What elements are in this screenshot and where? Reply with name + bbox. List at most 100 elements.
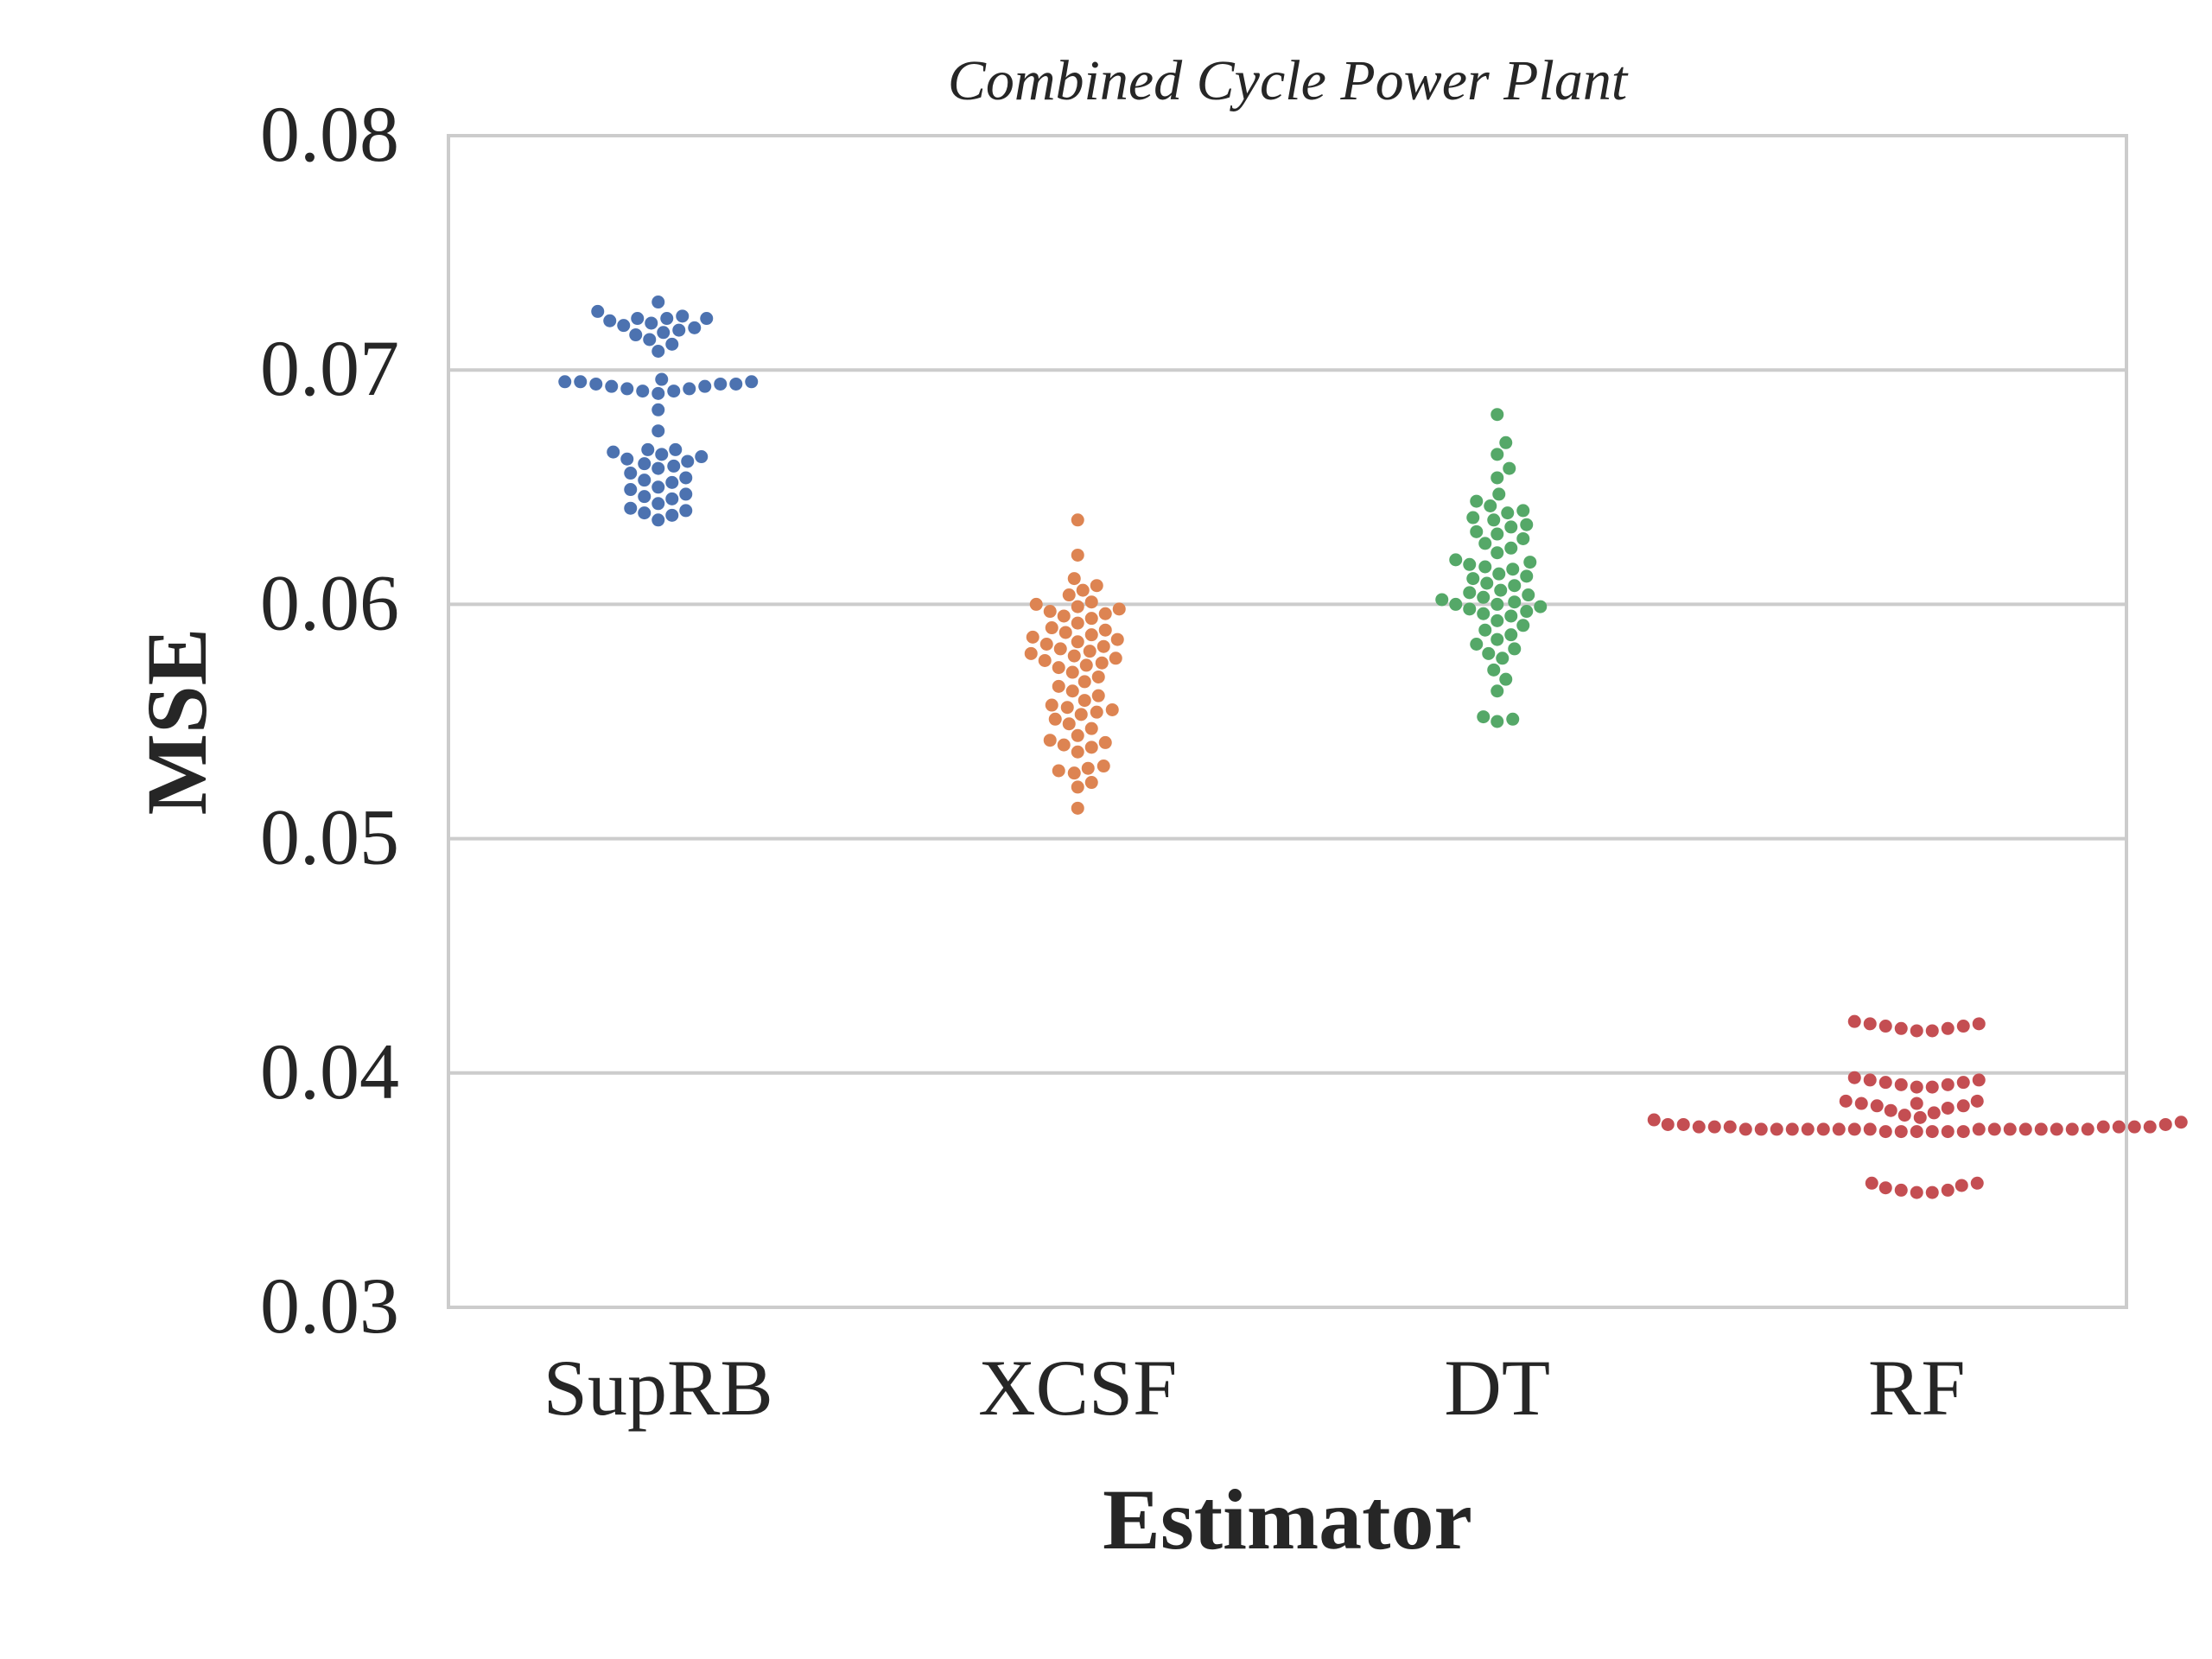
point-rf: [1863, 1073, 1877, 1087]
point-xcsf: [1112, 602, 1126, 616]
point-xcsf: [1084, 776, 1098, 790]
point-xcsf: [1062, 717, 1076, 731]
point-rf: [1956, 1020, 1970, 1033]
point-dt: [1506, 563, 1520, 576]
point-xcsf: [1081, 761, 1095, 775]
point-suprb: [672, 323, 686, 337]
point-suprb: [679, 504, 693, 518]
point-dt: [1504, 520, 1518, 534]
point-dt: [1520, 518, 1534, 531]
point-rf: [2050, 1122, 2063, 1136]
point-suprb: [745, 375, 759, 389]
point-xcsf: [1096, 639, 1110, 653]
point-xcsf: [1071, 513, 1084, 527]
point-xcsf: [1098, 735, 1112, 749]
point-xcsf: [1084, 628, 1098, 642]
point-xcsf: [1045, 621, 1058, 635]
point-suprb: [617, 319, 631, 333]
point-suprb: [624, 501, 638, 515]
y-tick-label: 0.08: [260, 90, 399, 178]
point-dt: [1492, 567, 1506, 581]
point-dt: [1491, 527, 1504, 541]
y-tick-label: 0.06: [260, 558, 399, 646]
point-dt: [1466, 511, 1480, 524]
point-dt: [1516, 531, 1530, 545]
point-xcsf: [1067, 572, 1081, 586]
point-rf: [1878, 1125, 1892, 1139]
y-tick-label: 0.04: [260, 1027, 399, 1116]
point-xcsf: [1043, 734, 1057, 747]
point-rf: [1972, 1122, 1986, 1136]
point-rf: [1972, 1073, 1986, 1087]
point-dt: [1478, 537, 1492, 550]
point-suprb: [629, 328, 643, 342]
point-suprb: [641, 442, 655, 456]
point-suprb: [652, 497, 665, 511]
point-suprb: [638, 474, 652, 487]
point-rf: [1676, 1117, 1690, 1131]
point-dt: [1506, 712, 1520, 726]
point-rf: [2112, 1120, 2126, 1134]
point-suprb: [645, 316, 658, 330]
point-rf: [1925, 1080, 1939, 1094]
point-dt: [1504, 628, 1518, 642]
point-rf: [1941, 1077, 1955, 1091]
point-dt: [1449, 597, 1463, 611]
point-suprb: [665, 337, 679, 351]
point-dt: [1463, 557, 1477, 571]
point-rf: [1925, 1185, 1939, 1199]
point-suprb: [679, 471, 693, 485]
x-tick-labels: SupRB XCSF DT RF: [543, 1344, 1966, 1432]
point-xcsf: [1038, 653, 1052, 667]
point-dt: [1466, 572, 1480, 586]
point-rf: [1927, 1106, 1941, 1120]
point-rf: [1925, 1125, 1939, 1139]
point-dt: [1491, 448, 1504, 461]
point-rf: [1863, 1122, 1877, 1136]
point-dt: [1504, 541, 1518, 555]
point-suprb: [607, 445, 620, 459]
point-rf: [2096, 1120, 2110, 1134]
point-xcsf: [1091, 670, 1105, 683]
point-rf: [1910, 1096, 1923, 1110]
point-rf: [2081, 1122, 2094, 1136]
point-suprb: [605, 379, 619, 393]
point-rf: [2065, 1122, 2079, 1136]
point-suprb: [636, 385, 650, 398]
point-dt: [1487, 513, 1501, 527]
point-rf: [1878, 1020, 1892, 1033]
point-dt: [1482, 646, 1496, 660]
point-rf: [2034, 1122, 2048, 1136]
swarm-points: [558, 296, 2188, 1199]
point-rf: [2174, 1116, 2188, 1129]
point-suprb: [620, 382, 634, 396]
point-rf: [1941, 1021, 1955, 1035]
point-suprb: [683, 382, 696, 396]
point-rf: [1910, 1080, 1923, 1094]
point-dt: [1480, 576, 1494, 590]
point-xcsf: [1109, 652, 1122, 665]
point-suprb: [603, 314, 617, 327]
point-suprb: [657, 326, 671, 340]
point-dt: [1463, 586, 1477, 600]
point-dt: [1478, 560, 1492, 574]
point-xcsf: [1095, 656, 1109, 670]
point-suprb: [688, 321, 702, 334]
point-dt: [1516, 504, 1530, 518]
point-dt: [1470, 494, 1484, 508]
point-rf: [1847, 1071, 1861, 1084]
point-dt: [1534, 600, 1548, 613]
point-suprb: [652, 345, 665, 359]
point-rf: [1647, 1113, 1661, 1127]
point-dt: [1477, 607, 1491, 620]
point-dt: [1504, 609, 1518, 623]
point-rf: [1894, 1021, 1908, 1035]
point-rf: [1770, 1122, 1783, 1136]
point-dt: [1470, 638, 1484, 652]
point-dt: [1487, 663, 1501, 677]
point-xcsf: [1071, 780, 1084, 794]
point-xcsf: [1067, 649, 1081, 663]
plot-frame: [447, 134, 2128, 1309]
